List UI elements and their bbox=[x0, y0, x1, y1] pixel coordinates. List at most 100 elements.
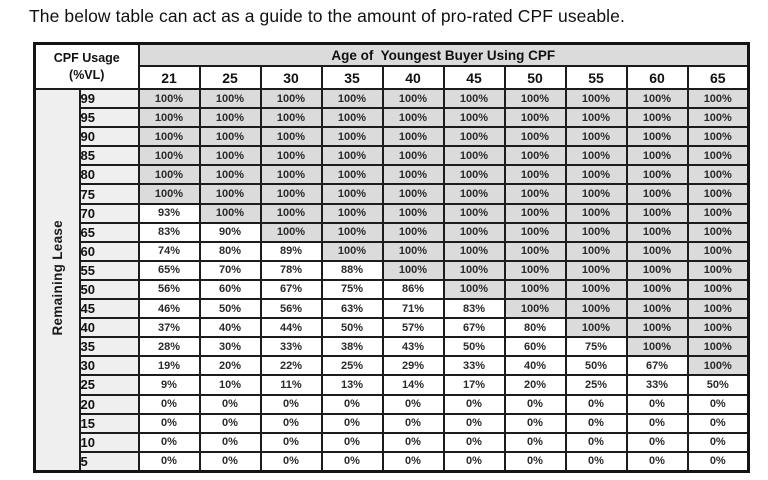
lease-row-label: 35 bbox=[78, 336, 140, 358]
cpf-percent-cell: 100% bbox=[442, 87, 506, 110]
cpf-percent-cell: 71% bbox=[381, 298, 445, 320]
cpf-percent-cell: 100% bbox=[503, 221, 567, 243]
lease-row-label: 40 bbox=[78, 317, 140, 339]
cpf-percent-cell: 100% bbox=[259, 221, 323, 243]
cpf-percent-cell: 20% bbox=[503, 374, 567, 396]
cpf-percent-cell: 100% bbox=[259, 87, 323, 110]
cpf-percent-cell: 40% bbox=[198, 317, 262, 339]
cpf-percent-cell: 0% bbox=[198, 450, 262, 473]
cpf-percent-cell: 93% bbox=[137, 202, 201, 224]
cpf-percent-cell: 100% bbox=[625, 87, 689, 110]
table-row: 65 83% 90% 100% 100% 100% 100% 100% 100% 100% 100% bbox=[35, 221, 750, 243]
cpf-percent-cell: 74% bbox=[137, 240, 201, 262]
cpf-percent-cell: 100% bbox=[564, 240, 628, 262]
table-row: 75 100% 100% 100% 100% 100% 100% 100% 100% 100% 10… bbox=[35, 183, 750, 205]
cpf-percent-cell: 56% bbox=[259, 298, 323, 320]
cpf-percent-cell: 100% bbox=[686, 336, 750, 358]
cpf-percent-cell: 100% bbox=[259, 126, 323, 148]
cpf-percent-cell: 0% bbox=[381, 431, 445, 453]
cpf-percent-cell: 100% bbox=[686, 317, 750, 339]
cpf-percent-cell: 100% bbox=[564, 183, 628, 205]
cpf-percent-cell: 100% bbox=[564, 278, 628, 301]
lease-row-label: 50 bbox=[78, 278, 140, 301]
cpf-percent-cell: 0% bbox=[686, 412, 750, 434]
cpf-percent-cell: 100% bbox=[442, 126, 506, 148]
cpf-percent-cell: 0% bbox=[198, 412, 262, 434]
cpf-percent-cell: 100% bbox=[381, 126, 445, 148]
table-row: 85 100% 100% 100% 100% 100% 100% 100% 100% 100% 10… bbox=[35, 145, 750, 167]
cpf-percent-cell: 80% bbox=[503, 317, 567, 339]
cpf-percent-cell: 33% bbox=[259, 336, 323, 358]
age-column-header: 50 bbox=[503, 65, 567, 90]
cpf-percent-cell: 75% bbox=[320, 278, 384, 301]
cpf-usage-table: CPF Usage (%VL) Age of Youngest Buyer Us… bbox=[33, 42, 751, 473]
cpf-percent-cell: 100% bbox=[198, 202, 262, 224]
age-column-header: 65 bbox=[686, 65, 750, 90]
cpf-percent-cell: 100% bbox=[381, 221, 445, 243]
cpf-percent-cell: 100% bbox=[442, 278, 506, 301]
cpf-percent-cell: 80% bbox=[198, 240, 262, 262]
table-row: 40 37% 40% 44% 50% 57% 67% 80% 100% 100% 100% bbox=[35, 317, 750, 339]
cpf-percent-cell: 19% bbox=[137, 355, 201, 377]
cpf-percent-cell: 17% bbox=[442, 374, 506, 396]
lease-row-label: 20 bbox=[78, 393, 140, 415]
cpf-percent-cell: 100% bbox=[137, 164, 201, 186]
cpf-percent-cell: 100% bbox=[503, 87, 567, 110]
cpf-percent-cell: 100% bbox=[259, 107, 323, 129]
cpf-percent-cell: 29% bbox=[381, 355, 445, 377]
cpf-percent-cell: 88% bbox=[320, 259, 384, 281]
cpf-percent-cell: 0% bbox=[259, 412, 323, 434]
cpf-percent-cell: 83% bbox=[137, 221, 201, 243]
cpf-percent-cell: 100% bbox=[503, 202, 567, 224]
cpf-percent-cell: 0% bbox=[320, 450, 384, 473]
cpf-percent-cell: 83% bbox=[442, 298, 506, 320]
cpf-percent-cell: 100% bbox=[442, 107, 506, 129]
cpf-percent-cell: 100% bbox=[503, 240, 567, 262]
cpf-percent-cell: 100% bbox=[137, 183, 201, 205]
cpf-percent-cell: 100% bbox=[564, 164, 628, 186]
age-column-header: 35 bbox=[320, 65, 384, 90]
cpf-percent-cell: 100% bbox=[381, 240, 445, 262]
corner-header: CPF Usage (%VL) bbox=[33, 42, 140, 90]
cpf-percent-cell: 100% bbox=[442, 145, 506, 167]
cpf-percent-cell: 70% bbox=[198, 259, 262, 281]
cpf-percent-cell: 50% bbox=[686, 374, 750, 396]
cpf-percent-cell: 100% bbox=[686, 355, 750, 377]
cpf-percent-cell: 100% bbox=[198, 107, 262, 129]
cpf-percent-cell: 0% bbox=[198, 431, 262, 453]
cpf-percent-cell: 100% bbox=[625, 145, 689, 167]
table-row: 80 100% 100% 100% 100% 100% 100% 100% 100% 100% 10… bbox=[35, 164, 750, 186]
cpf-percent-cell: 0% bbox=[198, 393, 262, 415]
cpf-percent-cell: 20% bbox=[198, 355, 262, 377]
cpf-percent-cell: 25% bbox=[564, 374, 628, 396]
cpf-percent-cell: 100% bbox=[564, 298, 628, 320]
cpf-percent-cell: 0% bbox=[503, 393, 567, 415]
cpf-percent-cell: 100% bbox=[686, 202, 750, 224]
cpf-percent-cell: 0% bbox=[625, 393, 689, 415]
cpf-percent-cell: 0% bbox=[259, 393, 323, 415]
cpf-percent-cell: 0% bbox=[625, 431, 689, 453]
corner-header-line1: CPF Usage bbox=[53, 51, 120, 66]
table-row: 70 93% 100% 100% 100% 100% 100% 100% 100% 100% 100… bbox=[35, 202, 750, 224]
cpf-percent-cell: 0% bbox=[137, 412, 201, 434]
table-row: 55 65% 70% 78% 88% 100% 100% 100% 100% 100% 100% bbox=[35, 259, 750, 281]
age-column-header: 21 bbox=[137, 65, 201, 90]
cpf-percent-cell: 0% bbox=[137, 431, 201, 453]
cpf-percent-cell: 100% bbox=[625, 221, 689, 243]
cpf-percent-cell: 100% bbox=[320, 202, 384, 224]
lease-row-label: 5 bbox=[78, 450, 140, 473]
lease-row-label: 95 bbox=[78, 107, 140, 129]
cpf-percent-cell: 30% bbox=[198, 336, 262, 358]
age-group-header: Age of Youngest Buyer Using CPF bbox=[137, 42, 750, 67]
cpf-percent-cell: 78% bbox=[259, 259, 323, 281]
cpf-percent-cell: 22% bbox=[259, 355, 323, 377]
corner-header-line2: (%VL) bbox=[69, 67, 105, 82]
cpf-percent-cell: 100% bbox=[137, 87, 201, 110]
cpf-percent-cell: 0% bbox=[442, 412, 506, 434]
cpf-percent-cell: 0% bbox=[381, 450, 445, 473]
cpf-percent-cell: 0% bbox=[503, 412, 567, 434]
cpf-percent-cell: 40% bbox=[503, 355, 567, 377]
cpf-percent-cell: 0% bbox=[442, 431, 506, 453]
cpf-percent-cell: 100% bbox=[137, 145, 201, 167]
cpf-percent-cell: 46% bbox=[137, 298, 201, 320]
